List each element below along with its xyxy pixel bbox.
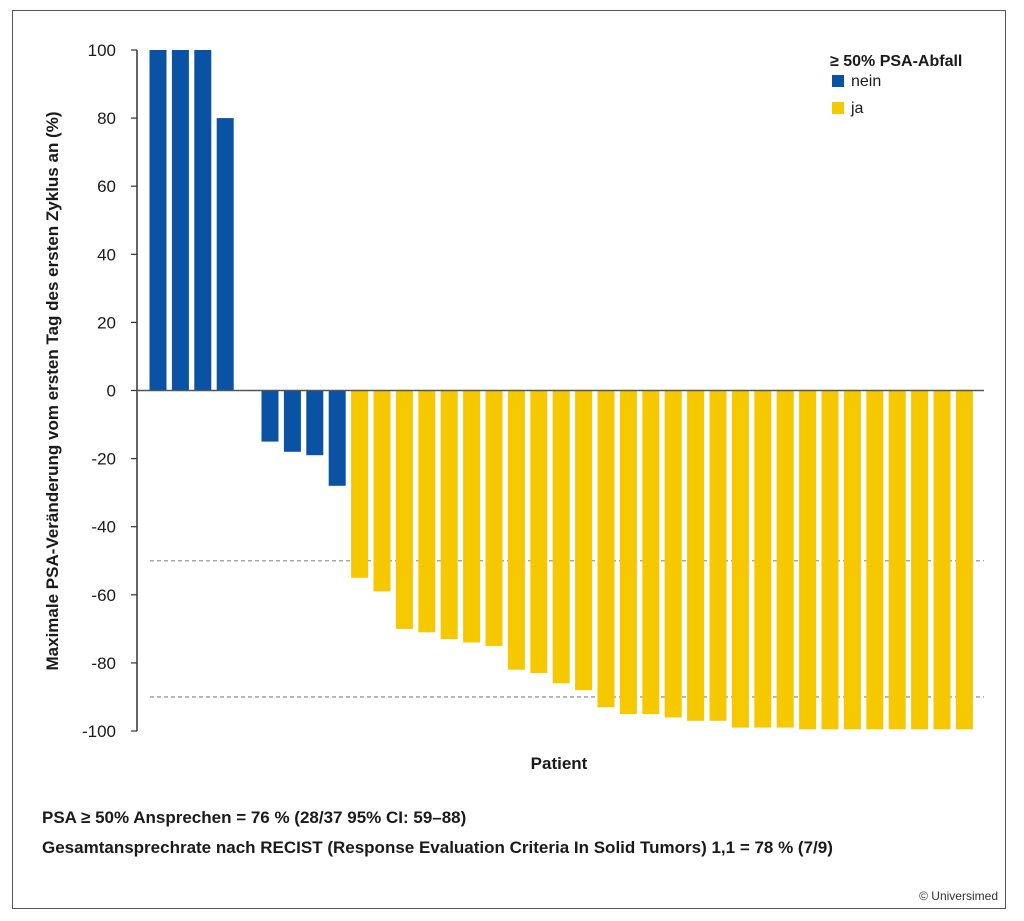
bar-patient-26	[731, 390, 749, 728]
y-tick-label: -100	[82, 722, 116, 741]
bar-patient-28	[776, 390, 794, 728]
y-tick-label: 80	[97, 109, 116, 128]
footnote-recist-response: Gesamtansprechrate nach RECIST (Response…	[42, 838, 833, 857]
bar-patient-14	[463, 390, 481, 643]
bar-patient-23	[664, 390, 682, 718]
bar-patient-25	[709, 390, 727, 721]
y-tick-label: 20	[97, 313, 116, 332]
bar-patient-17	[530, 390, 548, 674]
bar-patient-1	[149, 50, 167, 391]
bar-patient-6	[283, 390, 301, 452]
y-tick-label: 100	[88, 41, 116, 60]
bar-patient-8	[328, 390, 346, 486]
copyright-credit: © Universimed	[919, 889, 998, 903]
bar-patient-15	[485, 390, 503, 646]
legend-label-nein: nein	[851, 73, 881, 90]
bar-patient-32	[866, 390, 884, 730]
bar-patient-36	[955, 390, 973, 730]
legend: ≥ 50% PSA-Abfall nein ja	[830, 53, 962, 117]
y-tick-label: 60	[97, 177, 116, 196]
bar-patient-12	[418, 390, 436, 633]
bar-patient-30	[821, 390, 839, 730]
bar-patient-22	[642, 390, 660, 714]
y-tick-label: 40	[97, 245, 116, 264]
legend-swatch-nein	[832, 75, 844, 87]
y-tick-label: -60	[91, 586, 116, 605]
y-tick-label: -40	[91, 518, 116, 537]
bar-patient-5	[261, 390, 279, 442]
bar-patient-11	[395, 390, 413, 629]
bar-patient-24	[687, 390, 705, 721]
bar-patient-10	[373, 390, 391, 592]
legend-label-ja: ja	[850, 100, 864, 117]
y-axis-label: Maximale PSA-Veränderung vom ersten Tag …	[43, 112, 62, 671]
legend-swatch-ja	[832, 102, 844, 114]
bar-patient-4	[216, 118, 234, 391]
bar-patient-21	[619, 390, 637, 714]
footnote-psa-response: PSA ≥ 50% Ansprechen = 76 % (28/37 95% C…	[42, 808, 467, 827]
bar-patient-33	[888, 390, 906, 730]
bar-patient-20	[597, 390, 615, 708]
bar-patient-9	[351, 390, 369, 578]
bar-patient-35	[933, 390, 951, 730]
y-tick-label: -20	[91, 450, 116, 469]
bar-patient-16	[507, 390, 525, 670]
bar-patient-29	[799, 390, 817, 730]
legend-title: ≥ 50% PSA-Abfall	[830, 53, 962, 70]
bar-patient-13	[440, 390, 458, 640]
bar-patient-31	[843, 390, 861, 730]
bar-patient-2	[171, 50, 189, 391]
bar-patient-19	[575, 390, 593, 691]
bar-patient-18	[552, 390, 570, 684]
bar-patient-3	[194, 50, 212, 391]
bar-patient-34	[911, 390, 929, 730]
bar-patient-27	[754, 390, 772, 728]
y-tick-label: -80	[91, 654, 116, 673]
figure-frame	[12, 10, 1006, 909]
x-axis-label: Patient	[531, 754, 588, 773]
bar-patient-7	[306, 390, 324, 456]
y-tick-label: 0	[107, 382, 116, 401]
